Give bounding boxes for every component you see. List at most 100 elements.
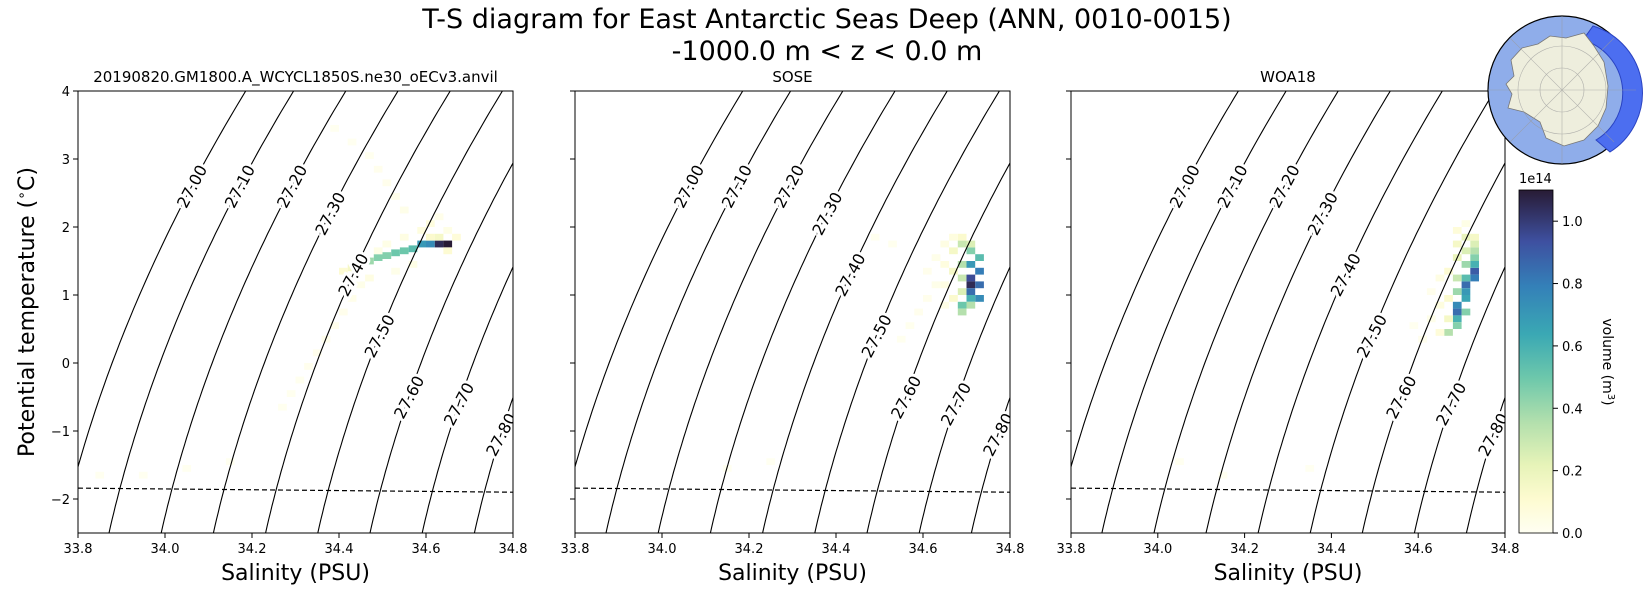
heatmap-cell <box>870 233 880 241</box>
isopycnal-line <box>918 265 1010 533</box>
heatmap-cell <box>931 281 941 289</box>
isopycnal-line <box>108 91 295 533</box>
heatmap-cell <box>443 247 453 255</box>
isopycnal-line <box>605 91 792 533</box>
heatmap-cell <box>1470 261 1479 268</box>
heatmap-cell <box>975 281 984 289</box>
heatmap-cell <box>417 240 426 248</box>
isopycnal-line <box>317 91 504 533</box>
heatmap-cell <box>966 301 976 309</box>
heatmap-cell <box>957 301 967 309</box>
x-tick-label: 34.4 <box>325 542 354 557</box>
x-tick-label: 34.2 <box>735 542 764 557</box>
heatmap-cell <box>1461 308 1471 316</box>
heatmap-cell <box>391 193 400 200</box>
heatmap-cell <box>1470 267 1479 275</box>
x-axis-label: Salinity (PSU) <box>221 561 370 586</box>
heatmap-cell <box>1444 315 1453 323</box>
heatmap-cell <box>434 240 444 248</box>
heatmap-cell <box>399 247 409 255</box>
y-tick-label: −2 <box>51 493 70 508</box>
inset-region-highlight <box>1582 25 1643 153</box>
heatmap-cell <box>399 233 409 241</box>
heatmap-cell <box>957 261 967 268</box>
heatmap-cell <box>278 403 287 411</box>
heatmap-cell <box>1452 274 1462 282</box>
inset-graticule <box>1488 16 1636 164</box>
isopycnal-line <box>1008 23 1243 567</box>
y-tick-label: 2 <box>62 221 70 236</box>
heatmap-cell <box>949 233 958 241</box>
x-tick-label: 33.8 <box>1057 542 1086 557</box>
x-tick-label: 34.0 <box>648 542 677 557</box>
y-tick-label: 4 <box>62 85 70 100</box>
heatmap-cell <box>940 240 950 248</box>
isopycnal-line <box>1071 91 1240 469</box>
x-tick-label: 33.8 <box>561 542 590 557</box>
heatmap-cell <box>443 227 453 234</box>
panel-title: WOA18 <box>1260 68 1316 86</box>
isopycnal-line <box>1257 91 1443 533</box>
heatmap-cell <box>1470 274 1479 282</box>
isopycnal-line <box>369 161 513 533</box>
panel-title: SOSE <box>772 68 812 86</box>
colorbar-gradient <box>1518 189 1554 534</box>
colorbar-tick-label: 0.2 <box>1562 465 1583 480</box>
colorbar-tick-label: 0.0 <box>1562 527 1583 542</box>
x-axis-label: Salinity (PSU) <box>718 561 867 586</box>
heatmap-cell <box>1452 315 1462 323</box>
isopycnal-line <box>709 91 896 533</box>
heatmap-cell <box>1470 240 1479 248</box>
isopycnal-line <box>970 395 1010 533</box>
heatmap-cell <box>914 308 923 316</box>
heatmap-cell <box>966 281 976 289</box>
heatmap-cell <box>975 254 984 261</box>
heatmap-cell <box>182 465 192 472</box>
heatmap-cell <box>373 254 383 261</box>
colorbar-tick-label: 0.8 <box>1562 278 1583 293</box>
heatmap-cell <box>975 267 984 275</box>
heatmap-cell <box>1426 288 1436 295</box>
heatmap-cell <box>1435 301 1445 309</box>
heatmap-cell <box>1461 295 1471 302</box>
heatmap-cell <box>356 281 366 289</box>
isopycnal-line <box>473 395 513 533</box>
x-tick-label: 34.8 <box>996 542 1025 557</box>
isopycnal-line <box>212 91 399 533</box>
x-tick-label: 34.8 <box>1491 542 1520 557</box>
heatmap-cell <box>949 295 958 302</box>
heatmap-cell <box>1444 295 1453 302</box>
heatmap-cell <box>347 264 357 272</box>
heatmap-cell <box>1426 315 1436 323</box>
isopycnal-line <box>1413 265 1505 533</box>
heatmap-cell <box>304 363 313 370</box>
y-tick-label: 0 <box>62 357 70 372</box>
heatmap-cell <box>975 295 984 302</box>
heatmap-cell <box>940 261 950 268</box>
isopycnal-line <box>575 91 744 469</box>
heatmap-cell <box>1452 322 1462 329</box>
freezing-line <box>575 487 1010 493</box>
isopycnal-line <box>78 91 247 469</box>
x-tick-label: 34.2 <box>238 542 267 557</box>
heatmap-cell <box>95 471 105 479</box>
heatmap-cell <box>1470 233 1479 241</box>
region-inset-map <box>1487 15 1643 165</box>
heatmap-cell <box>365 152 374 159</box>
isopycnal-line <box>762 91 948 533</box>
heatmap-cell <box>940 281 950 289</box>
heatmap-cell <box>949 247 958 255</box>
heatmap-cell <box>225 458 235 465</box>
x-tick-label: 34.4 <box>822 542 851 557</box>
heatmap-cell <box>966 240 976 248</box>
isopycnal-line <box>550 23 785 567</box>
heatmap-cell <box>1452 240 1462 248</box>
heatmap-cell <box>356 261 366 268</box>
heatmap-cell <box>138 471 148 479</box>
heatmap-cell <box>1461 261 1471 268</box>
x-tick-label: 34.2 <box>1230 542 1259 557</box>
heatmap-cell <box>1470 247 1479 255</box>
